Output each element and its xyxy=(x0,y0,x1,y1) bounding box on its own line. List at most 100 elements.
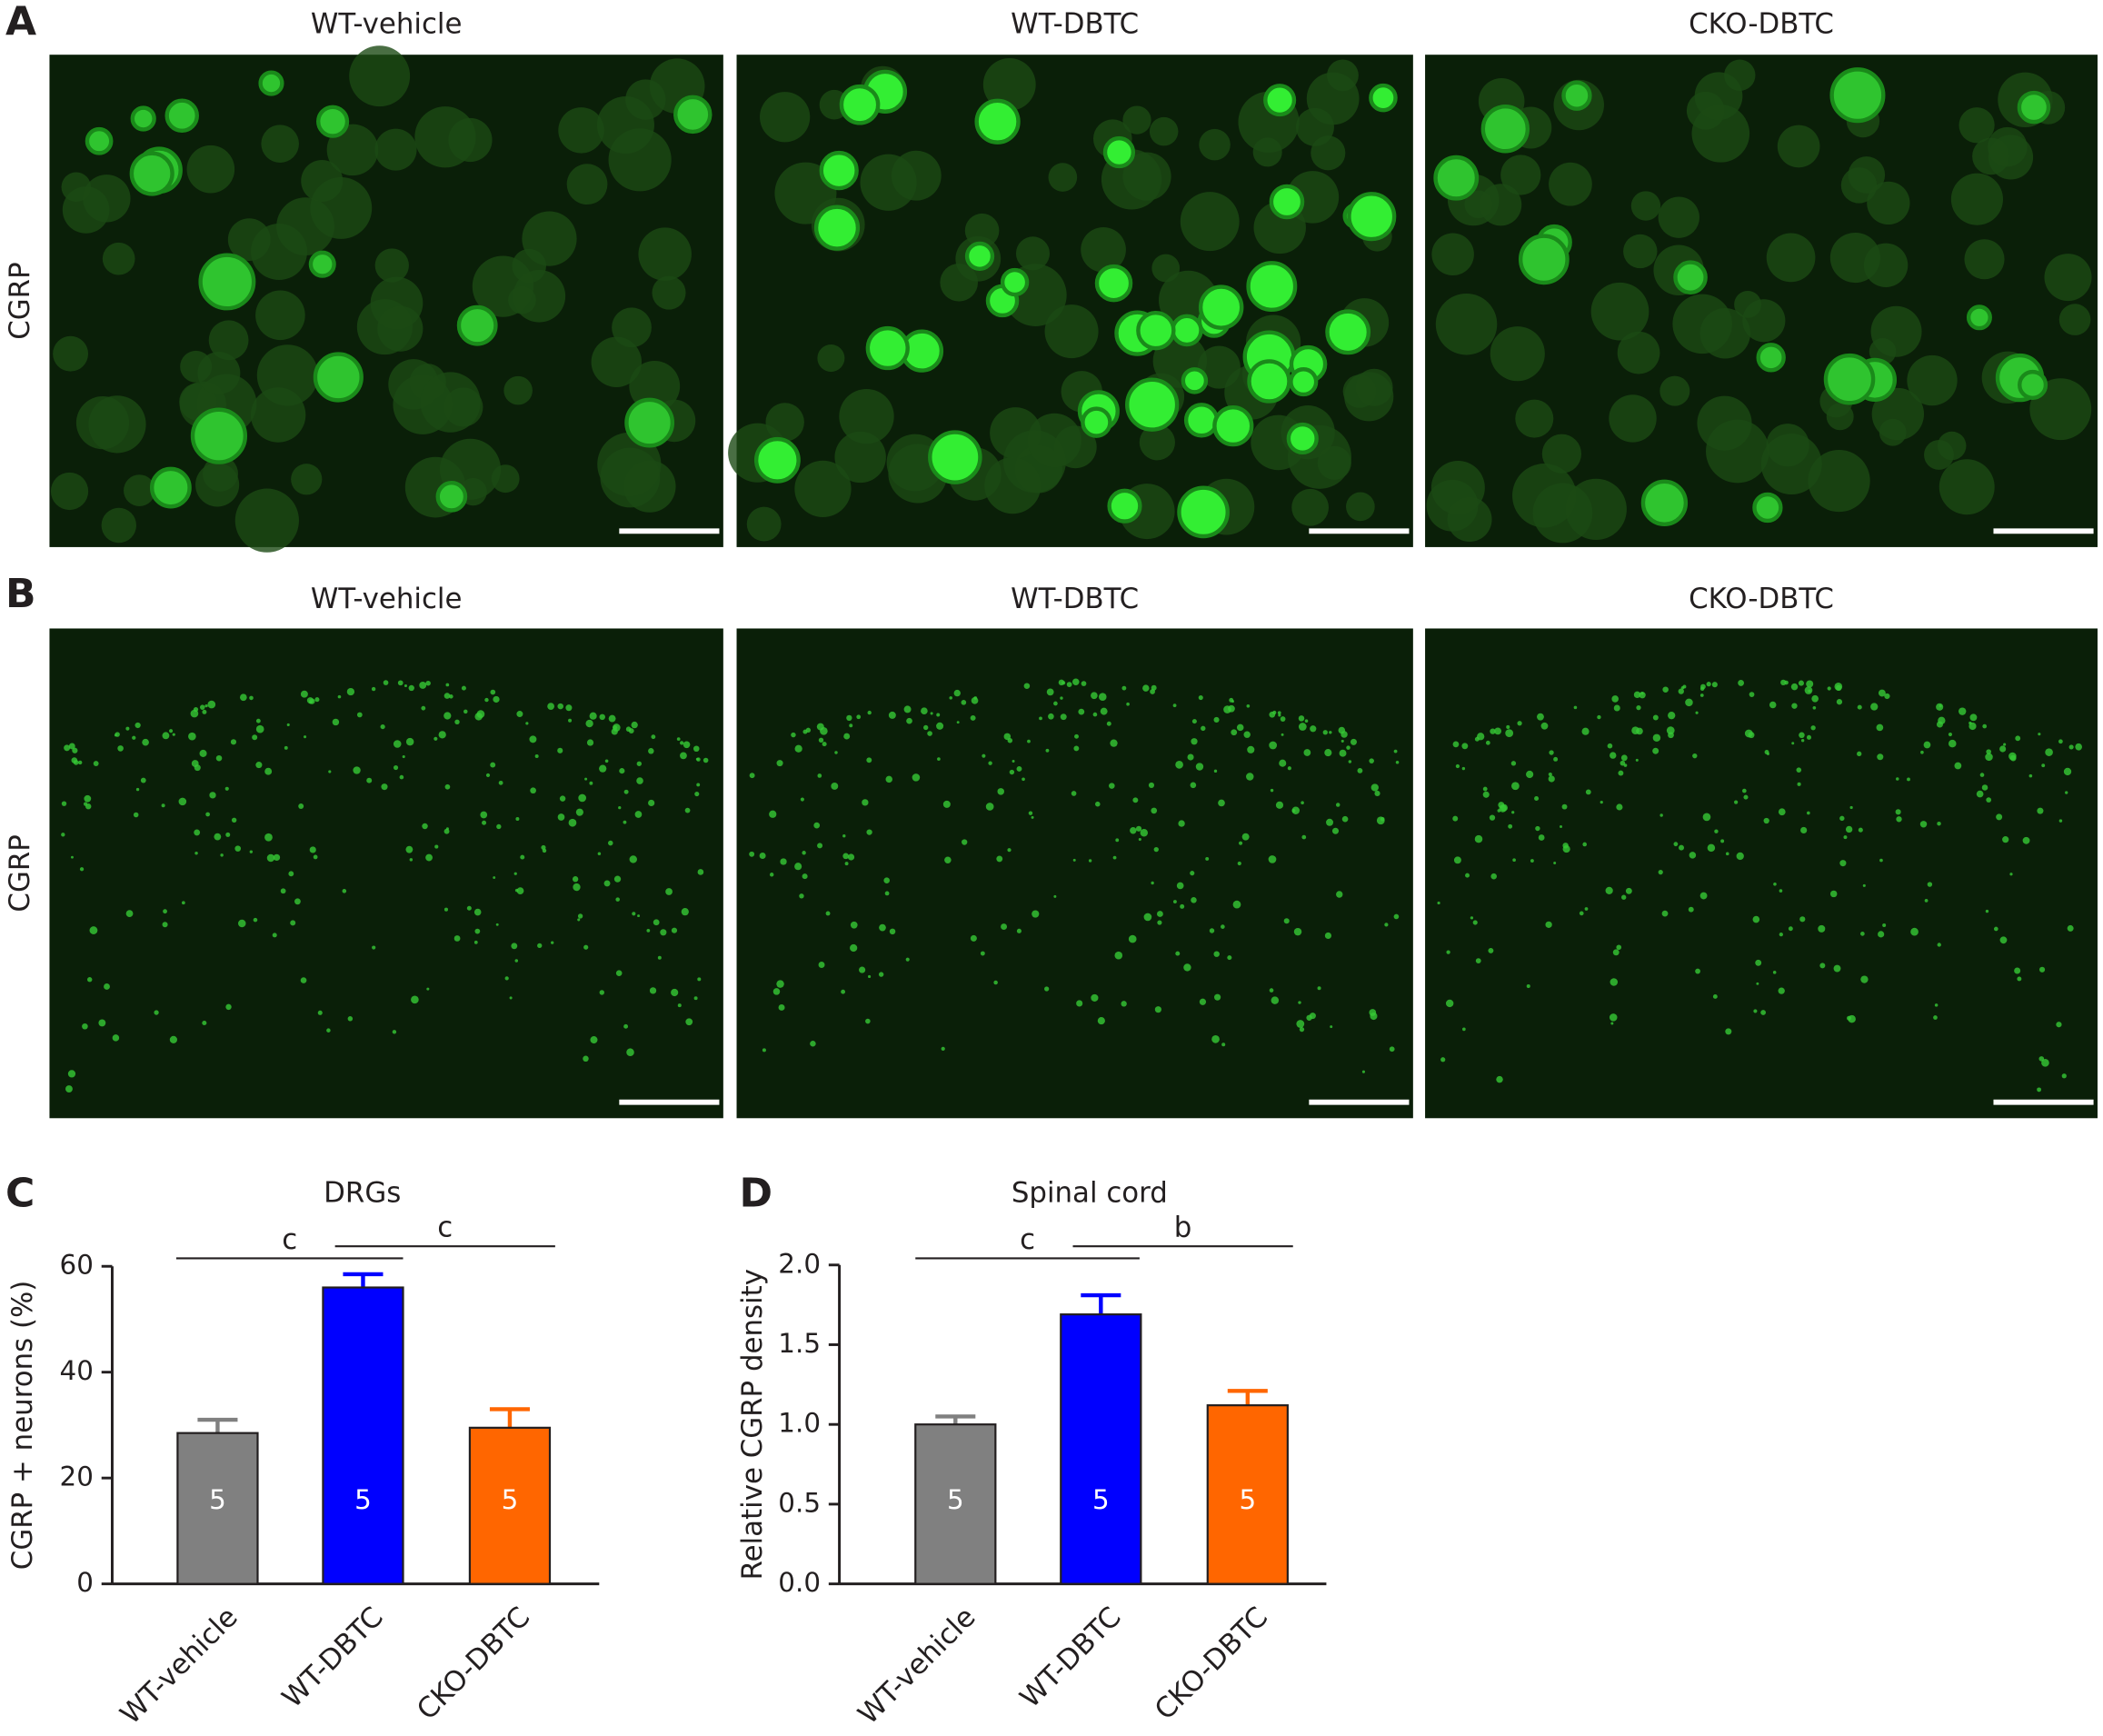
fiber-dot xyxy=(1954,762,1962,770)
fiber-dot xyxy=(1369,758,1374,763)
fiber-dot xyxy=(1798,680,1804,686)
cell xyxy=(1197,345,1241,389)
fiber-dot xyxy=(1999,936,2008,944)
fiber-dot xyxy=(104,983,110,990)
fiber-dot xyxy=(648,748,654,754)
fiber-dot xyxy=(1879,858,1883,863)
fiber-dot xyxy=(1999,745,2007,753)
cell xyxy=(1490,326,1545,382)
fiber-dot xyxy=(1384,923,1389,927)
fiber-dot xyxy=(215,754,223,762)
cell-bright xyxy=(1102,135,1136,169)
fiber-dot xyxy=(393,764,399,771)
fiber-dot xyxy=(996,855,1003,863)
cell xyxy=(291,464,323,495)
fiber-dot xyxy=(1190,782,1197,789)
cell-bright xyxy=(308,250,336,278)
fiber-dot xyxy=(1848,1014,1856,1023)
cell xyxy=(1015,236,1051,271)
fiber-dot xyxy=(317,1010,323,1015)
cell-bright xyxy=(198,253,256,311)
cell xyxy=(1623,234,1658,269)
cell xyxy=(1426,479,1479,532)
cell xyxy=(1199,128,1231,161)
n-label: 5 xyxy=(209,1484,226,1515)
fiber-dot xyxy=(1749,692,1755,697)
fiber-dot xyxy=(608,840,613,846)
fiber-dot xyxy=(1920,750,1924,754)
fiber-dot xyxy=(1857,704,1862,710)
cell-bright xyxy=(1081,406,1112,438)
cell xyxy=(1044,304,1099,359)
fiber-dot xyxy=(867,710,872,715)
fiber-dot xyxy=(405,845,414,853)
fiber-dot xyxy=(1475,958,1481,964)
micrograph xyxy=(728,55,1413,547)
cell xyxy=(1541,434,1581,474)
fiber-dot xyxy=(1461,766,1466,771)
fiber-dot xyxy=(288,871,294,877)
fiber-dot xyxy=(408,684,414,692)
cell xyxy=(62,186,110,234)
fiber-dot xyxy=(190,709,199,718)
fiber-dot xyxy=(1496,1075,1503,1083)
fiber-dot xyxy=(1849,805,1853,810)
fiber-dot xyxy=(1071,791,1077,796)
fiber-dot xyxy=(1673,842,1679,847)
fiber-dot xyxy=(862,799,869,806)
fiber-dot xyxy=(1153,846,1159,853)
fiber-dot xyxy=(923,724,929,731)
fiber-dot xyxy=(514,959,519,963)
fiber-dot xyxy=(1091,692,1098,700)
fiber-dot xyxy=(1688,906,1694,913)
fiber-dot xyxy=(1246,703,1251,708)
cell xyxy=(186,145,235,194)
cell xyxy=(197,351,241,394)
fiber-dot xyxy=(1791,703,1798,709)
fiber-dot xyxy=(397,680,404,686)
cell-bright xyxy=(673,95,713,135)
fiber-dot xyxy=(1151,881,1154,885)
cell-bright xyxy=(964,241,995,272)
fiber-dot xyxy=(1753,1009,1758,1013)
cell xyxy=(50,472,89,511)
fiber-dot xyxy=(1195,763,1204,771)
fiber-dot xyxy=(309,846,316,853)
cell xyxy=(1590,282,1650,341)
fiber-dot xyxy=(799,893,804,899)
fiber-dot xyxy=(68,743,75,750)
fiber-dot xyxy=(419,682,427,689)
fiber-dot xyxy=(380,723,385,730)
fiber-dot xyxy=(303,735,307,739)
fiber-dot xyxy=(1022,777,1025,782)
fiber-dot xyxy=(1098,693,1107,702)
cell xyxy=(251,224,308,281)
fiber-dot xyxy=(1009,769,1015,775)
fiber-dot xyxy=(202,709,207,714)
fiber-dot xyxy=(693,745,700,753)
y-tick-label: 0 xyxy=(76,1567,94,1598)
fiber-dot xyxy=(1243,731,1251,738)
fiber-dot xyxy=(290,920,296,926)
fiber-dot xyxy=(1661,910,1669,917)
micrograph-background xyxy=(49,628,723,1119)
cell-bright xyxy=(2017,90,2051,125)
fiber-dot xyxy=(769,873,774,877)
fiber-dot xyxy=(677,1003,682,1008)
x-tick-label: CKO-DBTC xyxy=(1149,1601,1274,1726)
fiber-dot xyxy=(1742,788,1747,793)
fiber-dot xyxy=(520,854,525,860)
fiber-dot xyxy=(162,732,170,740)
fiber-dot xyxy=(438,731,446,739)
fiber-dot xyxy=(769,810,777,818)
fiber-dot xyxy=(2056,1022,2062,1028)
fiber-dot xyxy=(1725,1028,1732,1035)
cell xyxy=(208,320,249,361)
y-tick-label: 0.5 xyxy=(778,1487,821,1518)
fiber-dot xyxy=(568,718,573,723)
cell xyxy=(1760,434,1822,495)
fiber-dot xyxy=(313,854,318,860)
cell-bright xyxy=(865,325,910,371)
fiber-dot xyxy=(383,680,389,685)
fiber-dot xyxy=(1310,725,1317,733)
